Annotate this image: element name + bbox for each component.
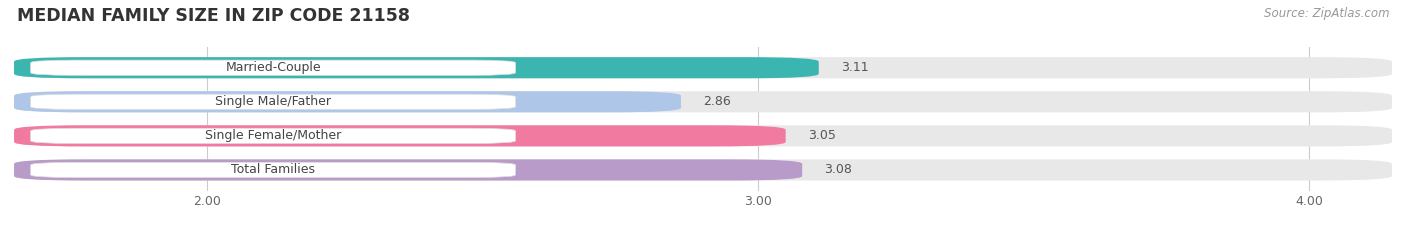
Text: Total Families: Total Families xyxy=(231,163,315,176)
FancyBboxPatch shape xyxy=(14,125,786,146)
FancyBboxPatch shape xyxy=(31,60,516,75)
Text: Source: ZipAtlas.com: Source: ZipAtlas.com xyxy=(1264,7,1389,20)
Text: 3.11: 3.11 xyxy=(841,61,869,74)
FancyBboxPatch shape xyxy=(14,57,818,78)
Text: 3.05: 3.05 xyxy=(807,129,835,142)
FancyBboxPatch shape xyxy=(14,159,803,181)
Text: Single Female/Mother: Single Female/Mother xyxy=(205,129,342,142)
Text: MEDIAN FAMILY SIZE IN ZIP CODE 21158: MEDIAN FAMILY SIZE IN ZIP CODE 21158 xyxy=(17,7,411,25)
FancyBboxPatch shape xyxy=(14,91,681,112)
FancyBboxPatch shape xyxy=(31,128,516,144)
FancyBboxPatch shape xyxy=(14,159,1392,181)
FancyBboxPatch shape xyxy=(31,94,516,110)
FancyBboxPatch shape xyxy=(14,57,1392,78)
Text: Single Male/Father: Single Male/Father xyxy=(215,95,330,108)
Text: 2.86: 2.86 xyxy=(703,95,731,108)
FancyBboxPatch shape xyxy=(14,125,1392,146)
FancyBboxPatch shape xyxy=(14,91,1392,112)
Text: Married-Couple: Married-Couple xyxy=(225,61,321,74)
Text: 3.08: 3.08 xyxy=(824,163,852,176)
FancyBboxPatch shape xyxy=(31,162,516,178)
